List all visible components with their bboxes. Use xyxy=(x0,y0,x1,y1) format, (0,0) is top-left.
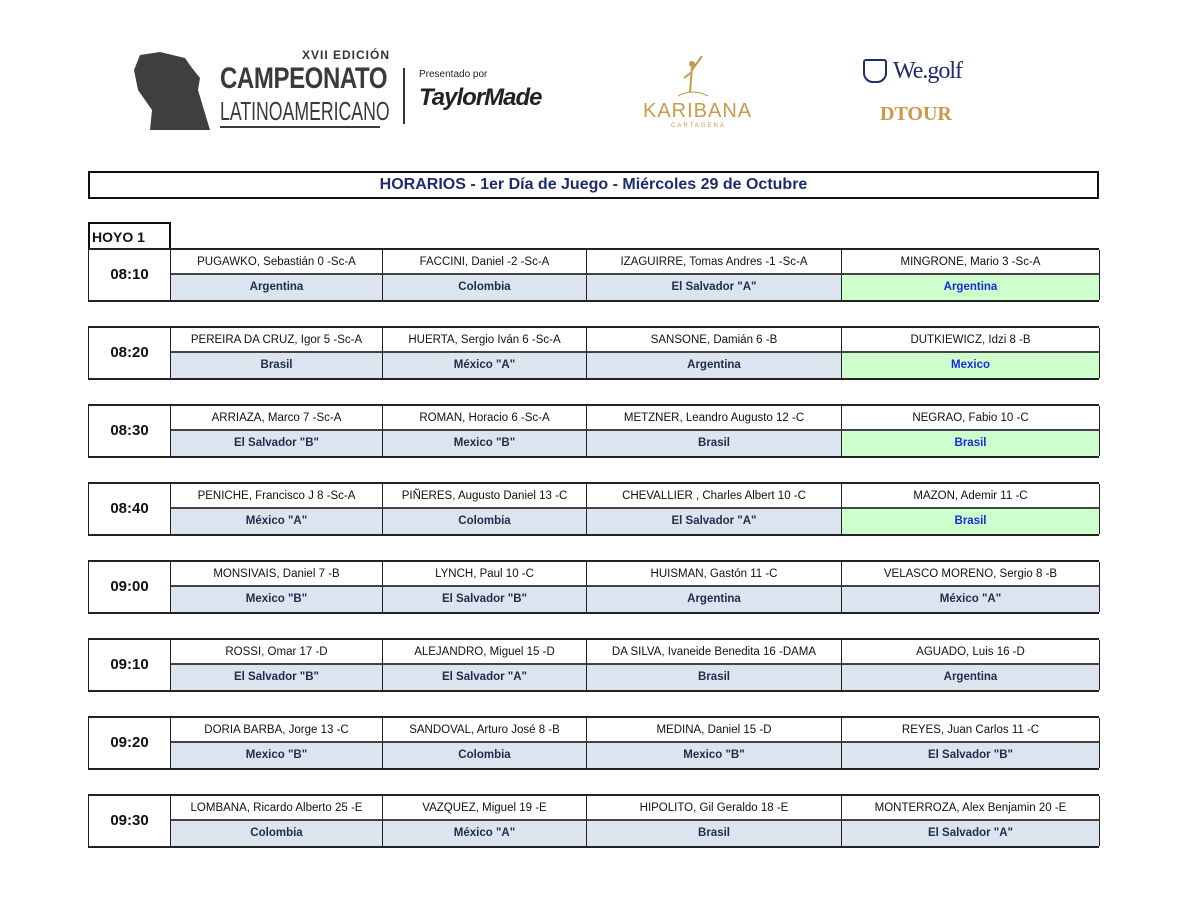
tee-time-group: 08:30 ARRIAZA, Marco 7 -Sc-A El Salvador "… xyxy=(88,404,1100,458)
player-team: Brasil xyxy=(842,509,1100,534)
player-name: DUTKIEWICZ, Idzi 8 -B xyxy=(842,328,1100,353)
player-name: MONTERROZA, Alex Benjamin 20 -E xyxy=(842,796,1100,821)
tee-time: 09:30 xyxy=(89,796,171,846)
player-team: Mexico "B" xyxy=(171,587,383,612)
player-team: Colombia xyxy=(383,509,587,534)
taylormade-logo: TaylorMade xyxy=(419,84,542,111)
edition-label: XVII EDICIÓN xyxy=(302,48,391,62)
logo-divider xyxy=(403,68,405,124)
player-name: SANSONE, Damián 6 -B xyxy=(587,328,842,353)
player-name: VAZQUEZ, Miguel 19 -E xyxy=(383,796,587,821)
player-name: FACCINI, Daniel -2 -Sc-A xyxy=(383,250,587,275)
player-team: El Salvador "A" xyxy=(383,665,587,690)
tee-time-group: 09:20 DORIA BARBA, Jorge 13 -C Mexico "B" S… xyxy=(88,716,1100,770)
player-team: Mexico "B" xyxy=(171,743,383,768)
player-name: SANDOVAL, Arturo José 8 -B xyxy=(383,718,587,743)
tee-time: 08:10 xyxy=(89,250,171,300)
tee-time: 08:20 xyxy=(89,328,171,378)
page-title: HORARIOS - 1er Día de Juego - Miércoles … xyxy=(88,171,1099,199)
player-team: Mexico xyxy=(842,353,1100,378)
player-team: El Salvador "A" xyxy=(842,821,1100,846)
player-name: PEREIRA DA CRUZ, Igor 5 -Sc-A xyxy=(171,328,383,353)
player-team: El Salvador "A" xyxy=(587,275,842,300)
player-team: Brasil xyxy=(171,353,383,378)
tee-time-group: 09:00 MONSIVAIS, Daniel 7 -B Mexico "B" LYN… xyxy=(88,560,1100,614)
player-name: HIPOLITO, Gil Geraldo 18 -E xyxy=(587,796,842,821)
player-name: METZNER, Leandro Augusto 12 -C xyxy=(587,406,842,431)
player-team: Argentina xyxy=(587,587,842,612)
player-name: ARRIAZA, Marco 7 -Sc-A xyxy=(171,406,383,431)
player-name: MONSIVAIS, Daniel 7 -B xyxy=(171,562,383,587)
player-team: Argentina xyxy=(842,665,1100,690)
player-team: El Salvador "B" xyxy=(842,743,1100,768)
tee-time: 08:30 xyxy=(89,406,171,456)
player-team: Brasil xyxy=(587,665,842,690)
event-title-line1: CAMPEONATO xyxy=(220,62,388,95)
player-name: DORIA BARBA, Jorge 13 -C xyxy=(171,718,383,743)
player-team: Colombia xyxy=(383,743,587,768)
player-team: Mexico "B" xyxy=(587,743,842,768)
player-team: Argentina xyxy=(171,275,383,300)
player-name: VELASCO MORENO, Sergio 8 -B xyxy=(842,562,1100,587)
karibana-figure-icon xyxy=(678,55,708,97)
player-name: HUERTA, Sergio Iván 6 -Sc-A xyxy=(383,328,587,353)
karibana-subtitle: CARTAGENA xyxy=(671,123,726,129)
player-name: AGUADO, Luis 16 -D xyxy=(842,640,1100,665)
logo-underline xyxy=(220,126,380,128)
player-name: MINGRONE, Mario 3 -Sc-A xyxy=(842,250,1100,275)
tee-time-group: 08:10 PUGAWKO, Sebastián 0 -Sc-A Argentina… xyxy=(88,248,1100,302)
player-name: NEGRAO, Fabio 10 -C xyxy=(842,406,1100,431)
tee-time-group: 08:20 PEREIRA DA CRUZ, Igor 5 -Sc-A Brasil… xyxy=(88,326,1100,380)
player-team: México "A" xyxy=(842,587,1100,612)
player-name: IZAGUIRRE, Tomas Andres -1 -Sc-A xyxy=(587,250,842,275)
player-name: ALEJANDRO, Miguel 15 -D xyxy=(383,640,587,665)
tee-time-group: 09:30 LOMBANA, Ricardo Alberto 25 -E Colom… xyxy=(88,794,1100,848)
player-name: PENICHE, Francisco J 8 -Sc-A xyxy=(171,484,383,509)
player-team: México "A" xyxy=(171,509,383,534)
player-name: ROMAN, Horacio 6 -Sc-A xyxy=(383,406,587,431)
player-name: HUISMAN, Gastón 11 -C xyxy=(587,562,842,587)
tee-time-group: 08:40 PENICHE, Francisco J 8 -Sc-A México … xyxy=(88,482,1100,536)
player-team: Argentina xyxy=(842,275,1100,300)
player-name: REYES, Juan Carlos 11 -C xyxy=(842,718,1100,743)
tee-time: 09:10 xyxy=(89,640,171,690)
player-team: El Salvador "B" xyxy=(171,665,383,690)
player-team: Colombia xyxy=(383,275,587,300)
player-team: México "A" xyxy=(383,821,587,846)
tee-time: 09:00 xyxy=(89,562,171,612)
wegolf-logo: We.golf xyxy=(893,58,963,84)
tee-time: 09:20 xyxy=(89,718,171,768)
player-team: El Salvador "B" xyxy=(171,431,383,456)
presented-by-label: Presentado por xyxy=(419,69,488,80)
player-team: Argentina xyxy=(587,353,842,378)
player-name: PUGAWKO, Sebastián 0 -Sc-A xyxy=(171,250,383,275)
karibana-logo: KARIBANA xyxy=(643,100,753,122)
player-team: México "A" xyxy=(383,353,587,378)
player-team: Mexico "B" xyxy=(383,431,587,456)
player-name: ROSSI, Omar 17 -D xyxy=(171,640,383,665)
hole-label: HOYO 1 xyxy=(88,222,171,249)
player-name: LYNCH, Paul 10 -C xyxy=(383,562,587,587)
player-name: CHEVALLIER , Charles Albert 10 -C xyxy=(587,484,842,509)
player-team: Brasil xyxy=(842,431,1100,456)
player-team: Brasil xyxy=(587,821,842,846)
player-team: El Salvador "B" xyxy=(383,587,587,612)
player-team: Brasil xyxy=(587,431,842,456)
player-name: PIÑERES, Augusto Daniel 13 -C xyxy=(383,484,587,509)
event-title-line2: LATINOAMERICANO xyxy=(220,96,390,126)
tee-time: 08:40 xyxy=(89,484,171,534)
wegolf-shield-icon xyxy=(863,59,887,83)
player-name: LOMBANA, Ricardo Alberto 25 -E xyxy=(171,796,383,821)
player-team: Colombia xyxy=(171,821,383,846)
player-name: DA SILVA, Ivaneide Benedita 16 -DAMA xyxy=(587,640,842,665)
player-team: El Salvador "A" xyxy=(587,509,842,534)
player-name: MAZON, Ademir 11 -C xyxy=(842,484,1100,509)
dtour-logo: DTOUR xyxy=(880,103,952,125)
tee-time-group: 09:10 ROSSI, Omar 17 -D El Salvador "B" ALE… xyxy=(88,638,1100,692)
player-name: MEDINA, Daniel 15 -D xyxy=(587,718,842,743)
golfer-silhouette-logo xyxy=(134,52,210,130)
